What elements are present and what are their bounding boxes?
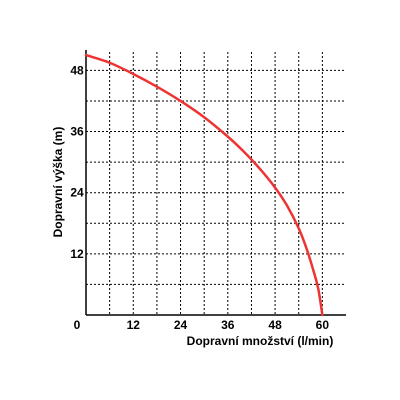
x-tick-label: 36 — [221, 318, 235, 332]
y-tick-label: 36 — [70, 125, 84, 139]
y-tick-label: 48 — [70, 63, 84, 77]
x-tick-label: 48 — [268, 318, 282, 332]
x-tick-label: 60 — [316, 318, 330, 332]
x-tick-label: 12 — [127, 318, 141, 332]
series — [84, 53, 324, 317]
axes — [85, 50, 346, 316]
x-axis-title: Dopravní množství (l/min) — [187, 334, 334, 348]
y-tick-label: 24 — [70, 186, 84, 200]
grid — [86, 52, 346, 315]
tick-labels: 0 12 24 36 48 60 12 24 36 48 — [70, 63, 329, 332]
series-line-pump-curve — [84, 53, 324, 317]
x-tick-label: 0 — [74, 318, 81, 332]
y-tick-label: 12 — [70, 247, 84, 261]
y-axis-title: Dopravní výška (m) — [51, 127, 65, 238]
x-tick-label: 24 — [174, 318, 188, 332]
